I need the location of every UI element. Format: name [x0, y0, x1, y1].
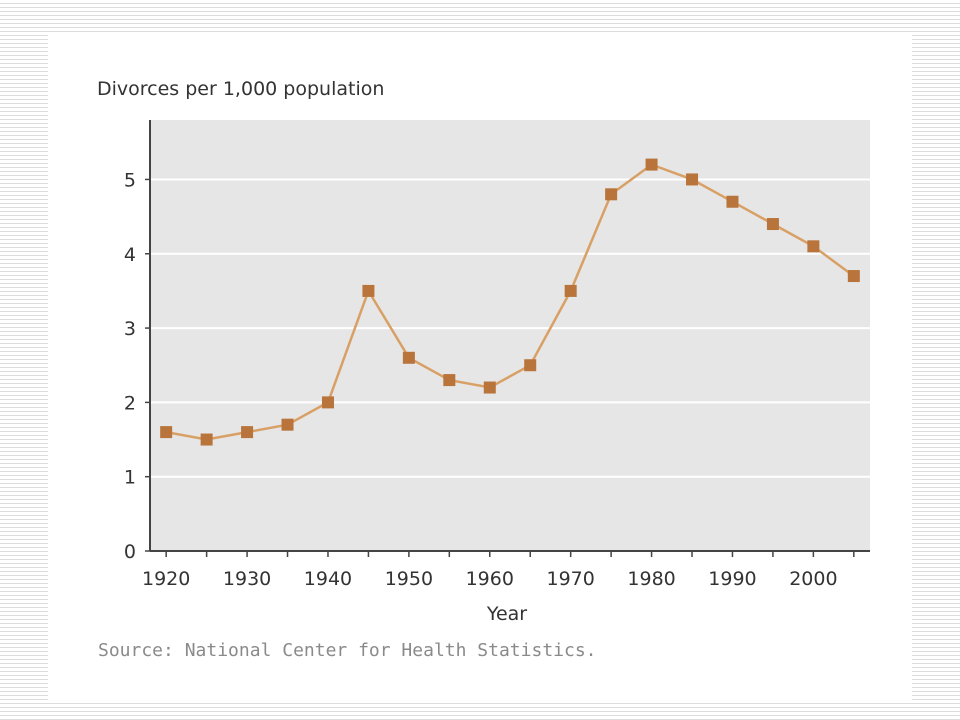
- y-tick-label: 2: [124, 392, 136, 414]
- x-tick-label: 2000: [789, 568, 837, 590]
- x-axis-label: Year: [486, 603, 527, 625]
- data-point-marker: [686, 173, 699, 186]
- data-point-marker: [645, 158, 658, 171]
- data-point-marker: [564, 284, 577, 297]
- data-point-marker: [524, 359, 537, 372]
- x-tick-label: 1920: [142, 568, 190, 590]
- y-tick-labels: 0 1 2 3 4 5: [124, 169, 136, 563]
- x-tick-label: 1960: [466, 568, 514, 590]
- data-point-marker: [483, 381, 496, 394]
- data-point-marker: [766, 218, 779, 231]
- y-tick-label: 0: [124, 541, 136, 563]
- data-point-marker: [807, 240, 820, 253]
- data-point-marker: [605, 188, 618, 201]
- plot-area: [150, 120, 870, 551]
- data-point-marker: [402, 351, 415, 364]
- data-point-marker: [200, 433, 213, 446]
- x-tick-label: 1980: [627, 568, 675, 590]
- data-point-marker: [160, 426, 173, 439]
- data-point-marker: [443, 374, 456, 387]
- y-tick-label: 5: [124, 169, 136, 191]
- y-tick-label: 3: [124, 318, 136, 340]
- data-point-marker: [362, 284, 375, 297]
- source-note: Source: National Center for Health Stati…: [98, 640, 597, 661]
- data-series: [160, 158, 860, 446]
- x-tick-label: 1970: [546, 568, 594, 590]
- x-tick-label: 1950: [385, 568, 433, 590]
- axes: [145, 120, 870, 557]
- data-point-marker: [847, 270, 860, 283]
- y-axis-label: Divorces per 1,000 population: [97, 78, 384, 100]
- y-tick-label: 1: [124, 467, 136, 489]
- data-point-marker: [241, 426, 254, 439]
- data-point-marker: [726, 195, 739, 208]
- x-tick-labels: 1920 1930 1940 1950 1960 1970 1980 1990 2000: [142, 568, 838, 590]
- x-tick-label: 1930: [223, 568, 271, 590]
- series-line: [165, 163, 855, 441]
- y-tick-label: 4: [124, 244, 136, 266]
- data-point-marker: [321, 396, 334, 409]
- x-tick-label: 1990: [708, 568, 756, 590]
- x-tick-label: 1940: [304, 568, 352, 590]
- grid-lines: [150, 178, 870, 478]
- data-point-marker: [281, 418, 294, 431]
